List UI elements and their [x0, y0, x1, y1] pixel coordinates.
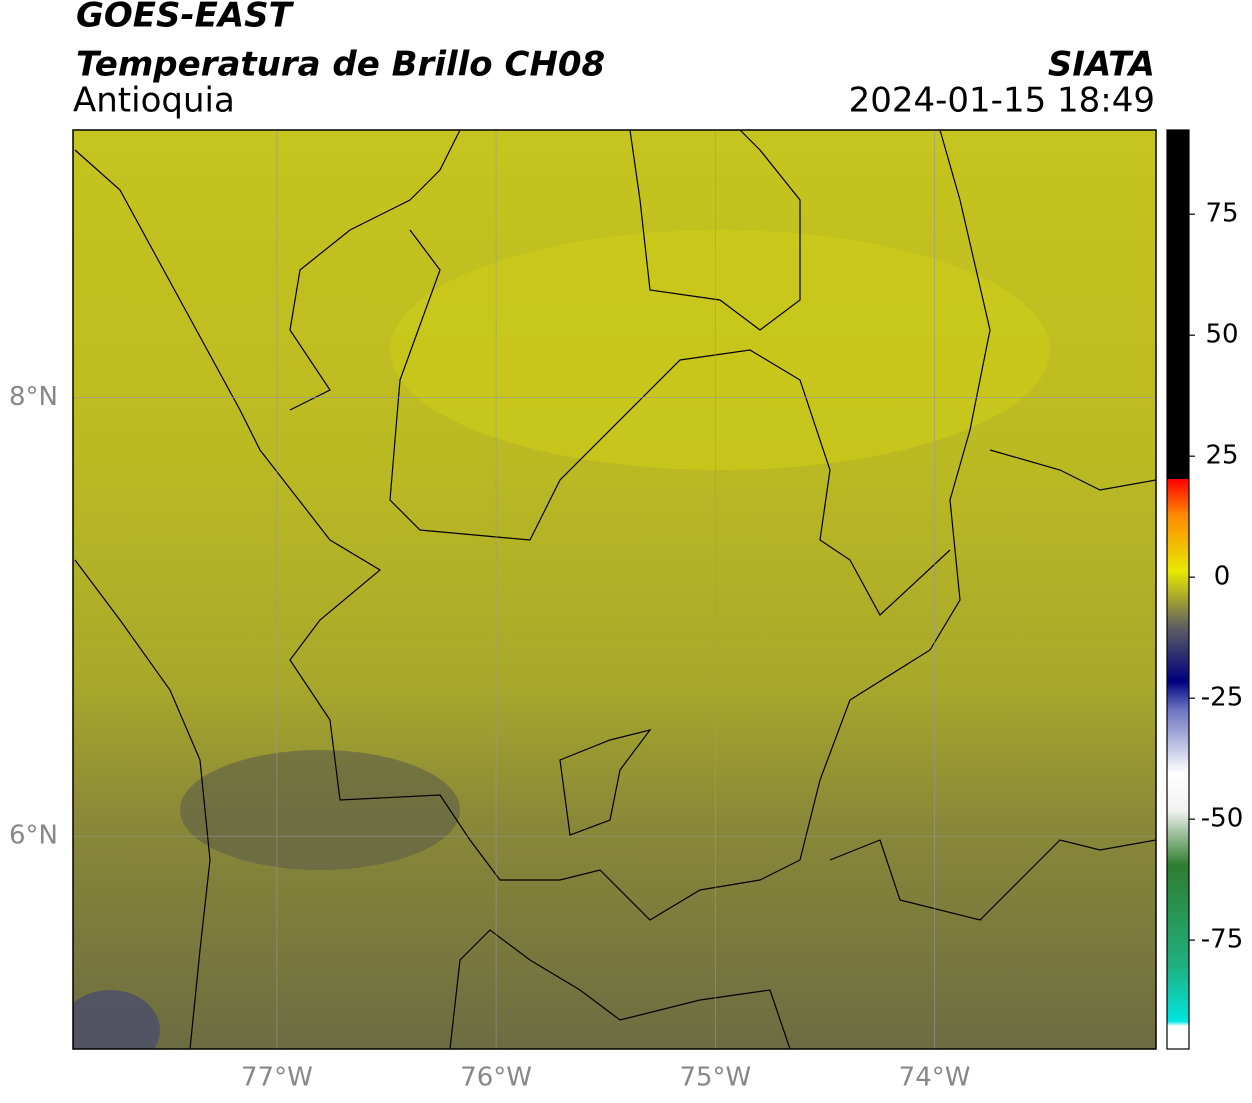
region: Antioquia [73, 81, 235, 121]
colorbar-tick-label: 25 [1205, 441, 1238, 471]
y-tick-label: 6°N [9, 821, 58, 851]
department-border [989, 449, 1156, 491]
x-tick-label: 75°W [679, 1063, 751, 1093]
cold-region [180, 750, 460, 870]
datetime: 2024-01-15 18:49 [849, 81, 1155, 121]
colorbar-tick-label: 0 [1214, 562, 1231, 592]
colorbar-tick-label: -75 [1201, 925, 1243, 955]
department-border [389, 229, 951, 616]
colorbar-tick-label: 50 [1205, 320, 1238, 350]
y-tick-label: 8°N [9, 382, 58, 412]
coastline [289, 130, 461, 411]
department-border [829, 839, 1156, 921]
map-frame [72, 129, 1157, 1050]
subtitle: Temperatura de Brillo CH08 [76, 45, 605, 85]
colorbar [1166, 129, 1190, 1050]
source: SIATA [1048, 45, 1155, 85]
graticule [73, 130, 1156, 1049]
map-field [73, 130, 1156, 1049]
colorbar-tick-label: -25 [1201, 683, 1243, 713]
department-border [629, 130, 801, 331]
colorbar-tick-label: -50 [1201, 804, 1243, 834]
title: GOES-EAST [76, 0, 295, 36]
x-tick-label: 77°W [241, 1063, 313, 1093]
x-tick-label: 74°W [899, 1063, 971, 1093]
colorbar-tick-label: 75 [1205, 199, 1238, 229]
department-border [449, 929, 791, 1049]
department-border [74, 130, 991, 921]
coastline [74, 559, 211, 1049]
x-tick-label: 76°W [460, 1063, 532, 1093]
cold-region [73, 990, 160, 1049]
warm-region [390, 230, 1050, 470]
municipal-border [559, 729, 652, 836]
